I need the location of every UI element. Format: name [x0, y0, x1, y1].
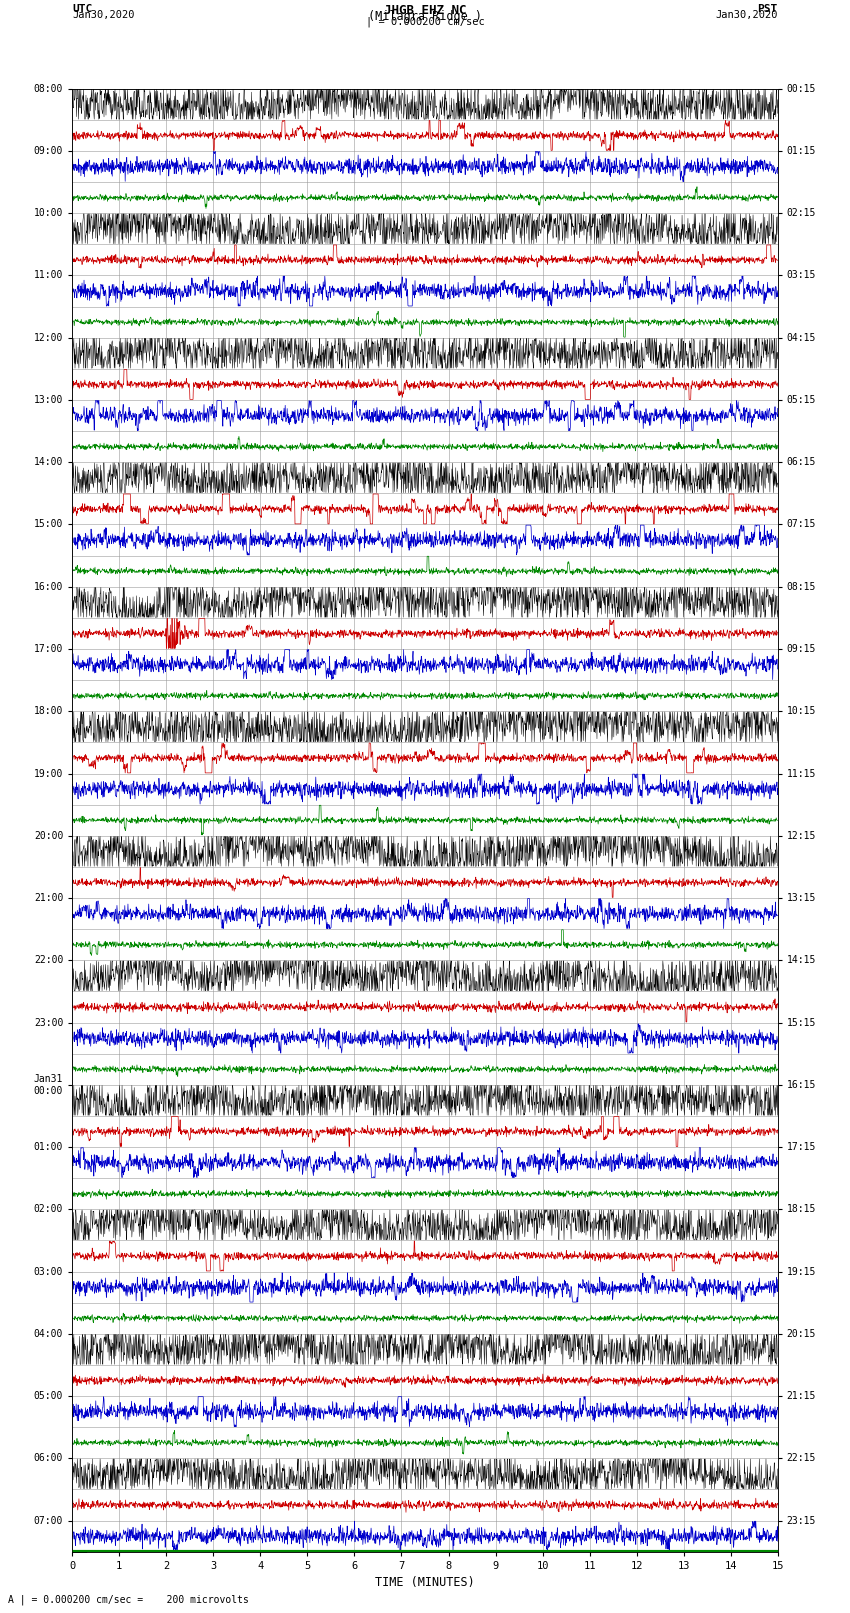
Text: JHGB EHZ NC: JHGB EHZ NC: [383, 5, 467, 18]
Text: A | = 0.000200 cm/sec =    200 microvolts: A | = 0.000200 cm/sec = 200 microvolts: [8, 1594, 249, 1605]
Text: Jan30,2020: Jan30,2020: [715, 11, 778, 21]
Text: PST: PST: [757, 5, 778, 15]
Text: (Milagra Ridge ): (Milagra Ridge ): [368, 11, 482, 24]
X-axis label: TIME (MINUTES): TIME (MINUTES): [375, 1576, 475, 1589]
Text: UTC: UTC: [72, 5, 93, 15]
Text: Jan30,2020: Jan30,2020: [72, 11, 135, 21]
Text: | = 0.000200 cm/sec: | = 0.000200 cm/sec: [366, 18, 484, 27]
